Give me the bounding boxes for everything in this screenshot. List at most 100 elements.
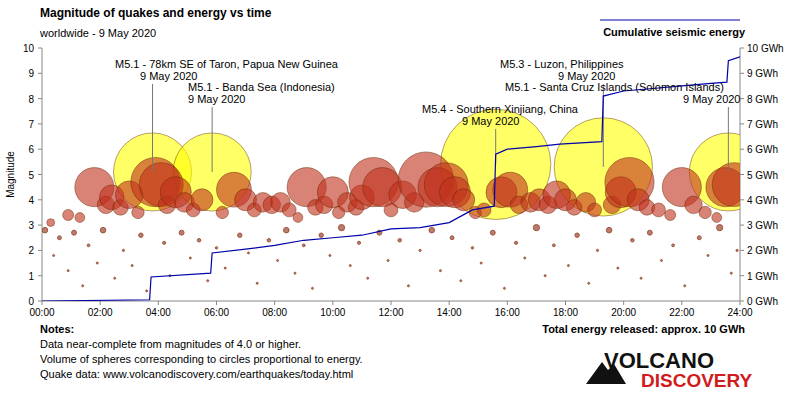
x-tick-label: 02:00	[88, 307, 113, 318]
y-tick	[38, 98, 42, 99]
annotation-leader	[212, 107, 213, 172]
annotation-leader	[728, 107, 729, 172]
quake-bubble	[712, 163, 740, 207]
quake-bubble	[302, 244, 305, 247]
y-tick-label: 1	[28, 271, 34, 282]
annotation-label: M5.1 - Santa Cruz Islands (Solomon Islan…	[505, 81, 724, 93]
x-tick-label: 14:00	[437, 307, 462, 318]
quake-bubble	[100, 227, 106, 233]
quake-bubble	[139, 233, 143, 237]
x-tick	[42, 301, 43, 305]
y2-tick	[740, 199, 744, 200]
quake-bubble	[387, 260, 389, 262]
quake-bubble	[631, 239, 634, 242]
y-tick	[38, 48, 42, 49]
y2-tick-label: 4 GWh	[747, 195, 778, 206]
x-tick	[158, 301, 159, 305]
y-tick	[38, 174, 42, 175]
quake-bubble	[544, 275, 546, 277]
quake-bubble	[524, 257, 526, 259]
x-tick	[216, 301, 217, 305]
quake-bubble	[82, 285, 84, 287]
quake-bubble	[652, 203, 666, 217]
quake-bubble	[419, 249, 421, 251]
y2-tick	[740, 174, 744, 175]
quake-bubble	[63, 209, 74, 220]
quake-bubble	[490, 230, 495, 235]
energy-area	[42, 57, 740, 301]
x-tick-label: 08:00	[262, 307, 287, 318]
note: Notes:	[40, 323, 74, 335]
y2-tick	[740, 225, 744, 226]
legend-label: Cumulative seismic energy	[603, 26, 746, 38]
y-axis-label: Magnitude	[5, 151, 16, 198]
x-tick-label: 10:00	[320, 307, 345, 318]
y-tick-label: 5	[28, 170, 34, 181]
quake-bubble	[736, 249, 738, 251]
quake-bubble	[647, 230, 652, 235]
quake-bubble	[122, 249, 124, 251]
quake-bubble	[606, 227, 612, 233]
quake-bubble	[57, 236, 61, 240]
quake-bubble	[131, 265, 133, 267]
y2-tick-label: 3 GWh	[747, 220, 778, 231]
quake-bubble	[660, 260, 662, 262]
quake-bubble	[439, 270, 441, 272]
x-tick	[391, 301, 392, 305]
y-tick	[38, 225, 42, 226]
title: Magnitude of quakes and energy vs time	[40, 6, 272, 20]
y-tick-label: 2	[28, 245, 34, 256]
y2-tick-label: 5 GWh	[747, 170, 778, 181]
energy-line	[42, 57, 740, 301]
quake-bubble	[216, 206, 228, 218]
y-tick-label: 3	[28, 220, 34, 231]
quake-bubble	[730, 272, 732, 274]
quake-bubble	[197, 239, 200, 242]
y-tick	[38, 73, 42, 74]
y-tick	[38, 123, 42, 124]
quake-bubble	[477, 203, 491, 217]
quake-bubble	[247, 252, 249, 254]
y2-tick-label: 9 GWh	[747, 68, 778, 79]
y2-tick-label: 7 GWh	[747, 119, 778, 130]
quake-bubble	[294, 272, 296, 274]
quake-bubble	[319, 233, 323, 237]
x-tick-label: 06:00	[204, 307, 229, 318]
y2-tick	[740, 48, 744, 49]
quake-bubble	[75, 213, 85, 223]
logo-discovery: DISCOVERY	[641, 370, 753, 391]
quake-bubble	[42, 227, 48, 233]
quake-bubble	[267, 239, 270, 242]
x-tick	[449, 301, 450, 305]
quake-bubble	[329, 254, 331, 256]
quake-bubble	[707, 254, 709, 256]
y-tick-label: 6	[28, 144, 34, 155]
quake-bubble	[460, 280, 462, 282]
quake-bubble	[471, 247, 473, 249]
quake-bubble	[53, 254, 55, 256]
quake-bubble	[238, 233, 242, 237]
y-tick-label: 4	[28, 195, 34, 206]
quake-bubble	[503, 287, 505, 289]
subtitle: worldwide - 9 May 2020	[39, 27, 156, 39]
quake-bubble	[398, 239, 401, 242]
quake-bubble	[596, 249, 598, 251]
chart-root: Magnitude of quakes and energy vs time wo…	[0, 0, 800, 400]
y-tick	[38, 199, 42, 200]
note: Quake data: www.volcanodiscovery.com/ear…	[40, 368, 353, 380]
quake-bubble	[146, 290, 148, 292]
quake-bubble	[552, 244, 555, 247]
plot-area	[42, 109, 740, 292]
annotation-leader	[152, 84, 153, 172]
y2-tick-label: 10 GWh	[747, 43, 784, 54]
x-tick	[274, 301, 275, 305]
quake-bubble	[640, 277, 642, 279]
x-tick-label: 20:00	[611, 307, 636, 318]
quake-bubble	[567, 265, 569, 267]
x-tick	[507, 301, 508, 305]
y2-tick	[740, 250, 744, 251]
quake-bubble	[515, 241, 518, 244]
y2-tick-label: 6 GWh	[747, 144, 778, 155]
x-tick-label: 18:00	[553, 307, 578, 318]
quake-bubble	[672, 244, 675, 247]
